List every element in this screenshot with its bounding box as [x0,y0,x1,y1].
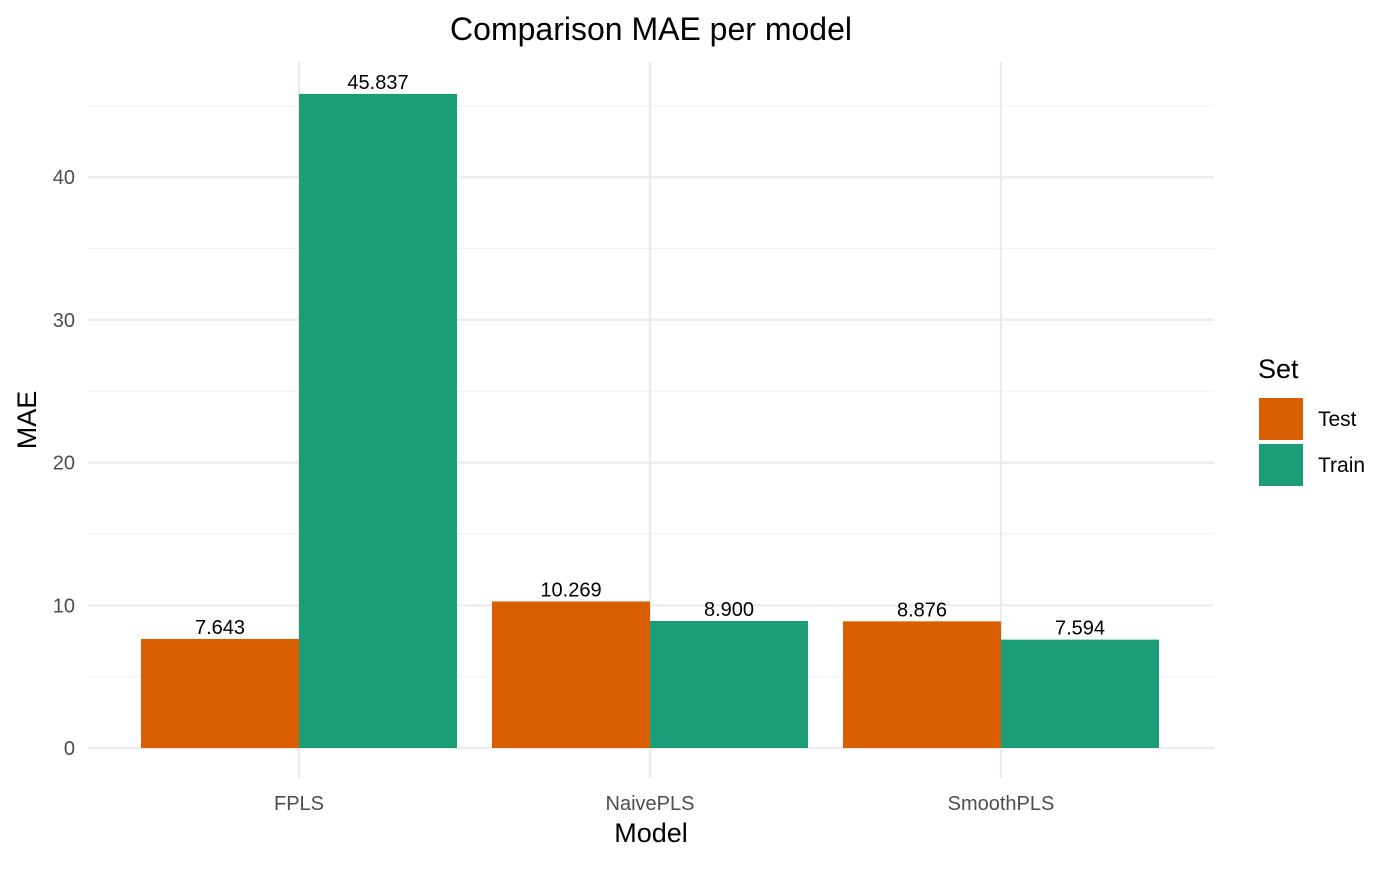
y-tick-label: 10 [53,595,75,617]
y-tick-label: 0 [64,738,75,760]
bars [141,93,1159,749]
bar-test-fpls [141,638,299,748]
legend: Set Test Train [1258,354,1365,486]
value-label: 7.643 [195,617,245,639]
y-tick-label: 20 [53,453,75,475]
y-axis-title: MAE [12,391,42,450]
bar-train-smoothpls [1001,639,1159,748]
value-label: 45.837 [347,72,408,94]
chart-title: Comparison MAE per model [450,11,852,47]
y-axis-ticks: 0 10 20 30 40 [53,167,75,760]
legend-label-test: Test [1318,408,1357,431]
x-tick-label: NaivePLS [606,793,695,815]
bar-train-naivepls [650,620,808,748]
x-tick-label: SmoothPLS [948,793,1055,815]
x-axis-title: Model [614,818,688,848]
value-label: 10.269 [540,579,601,601]
value-label: 8.876 [897,599,947,621]
y-tick-label: 40 [53,167,75,189]
value-label: 7.594 [1055,618,1105,640]
x-axis-ticks: FPLS NaivePLS SmoothPLS [274,793,1054,815]
bar-train-fpls [299,93,457,749]
legend-key-train [1259,444,1303,486]
legend-key-test [1259,398,1303,440]
x-tick-label: FPLS [274,793,324,815]
value-labels: 7.643 10.269 8.876 45.837 8.900 7.594 [195,72,1105,640]
value-label: 8.900 [704,599,754,621]
legend-title: Set [1258,354,1299,384]
y-tick-label: 30 [53,310,75,332]
bar-test-smoothpls [843,621,1001,748]
bar-test-naivepls [492,601,650,748]
legend-label-train: Train [1318,454,1365,477]
